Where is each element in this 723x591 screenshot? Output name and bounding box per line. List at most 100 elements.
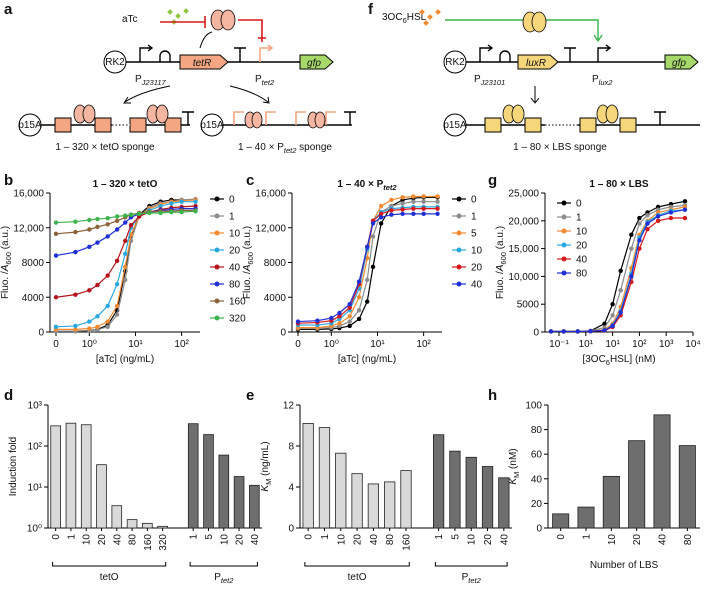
data-point: [347, 319, 352, 324]
diagram-f: f 3OC6HSL RK2 luxR gfp PJ23101 Plux2 p15…: [368, 1, 700, 153]
legend-label: 1: [229, 212, 235, 223]
legend-marker: [456, 196, 462, 202]
bar: [577, 506, 595, 529]
data-point: [158, 203, 163, 209]
series-line: [297, 213, 438, 323]
group-bracket: [304, 562, 410, 567]
data-point: [114, 227, 120, 232]
data-point: [400, 207, 405, 212]
sponge-label: 1 – 80 × LBS sponge: [513, 142, 607, 153]
series-line: [298, 196, 438, 330]
text-segment: tet2: [262, 78, 275, 87]
data-point: [561, 329, 566, 334]
data-point: [378, 211, 384, 217]
bar: [96, 464, 107, 529]
data-point: [356, 295, 362, 300]
legend-label: 160: [229, 297, 246, 308]
arrow: [229, 85, 270, 104]
plasmid: [103, 50, 127, 74]
data-point: [668, 215, 674, 221]
data-point: [655, 218, 661, 223]
data-point: [87, 217, 92, 223]
y-tick-label: 80: [531, 425, 543, 436]
y-tick-label: 5000: [517, 300, 540, 311]
data-point: [87, 227, 92, 232]
legend-marker: [214, 213, 220, 219]
data-point: [123, 264, 128, 270]
panel-letter: d: [4, 387, 13, 404]
x-tick-label: 10⁰: [324, 339, 339, 350]
series-line: [550, 206, 686, 333]
data-point: [329, 315, 334, 321]
x-axis-label: [aTc] (ng/mL): [338, 354, 396, 365]
data-point: [370, 234, 376, 239]
data-point: [179, 209, 184, 215]
bar: [218, 454, 230, 529]
x-tick-label: 10: [219, 534, 230, 546]
data-point: [136, 211, 142, 217]
x-tick-label: 20: [632, 534, 643, 546]
panel-letter: g: [488, 172, 497, 189]
data-point: [169, 209, 174, 215]
plasmid-label: p15A: [443, 120, 467, 131]
data-point: [87, 319, 92, 324]
data-point: [637, 238, 642, 243]
data-point: [435, 211, 440, 217]
data-point: [682, 199, 688, 204]
reporter: [299, 54, 334, 70]
legend-label: 1: [471, 212, 477, 223]
data-point: [378, 215, 384, 220]
x-tick-label: 10: [336, 534, 347, 546]
bar: [142, 522, 153, 529]
inhibition: [160, 16, 206, 28]
y-tick-label: 15,000: [508, 244, 539, 255]
panel-letter: e: [246, 387, 254, 404]
data-point: [105, 303, 110, 309]
bar: [432, 434, 445, 529]
reporter-label: gfp: [672, 58, 686, 69]
legend-label: 10: [229, 229, 241, 240]
repression: [238, 19, 266, 42]
data-point: [618, 268, 623, 274]
data-point: [337, 314, 342, 319]
legend-marker: [561, 228, 567, 234]
x-tick-label: 80: [385, 534, 396, 546]
y-tick-label: 10²: [28, 442, 43, 453]
chart-title: 1 – 320 × tetO: [93, 179, 158, 190]
y-tick-label: 10,000: [508, 272, 539, 283]
data-point: [87, 244, 92, 250]
data-point: [575, 329, 580, 334]
data-point: [123, 220, 128, 225]
data-point: [95, 240, 100, 245]
text-segment: tet2: [468, 576, 481, 585]
group-label: tetO: [100, 572, 119, 583]
bar: [249, 484, 260, 529]
gene-label: tetR: [193, 58, 211, 69]
data-point: [53, 295, 59, 300]
text-segment: tet2: [383, 183, 397, 192]
legend-marker: [214, 281, 220, 287]
data-point: [95, 216, 100, 222]
data-point: [629, 232, 634, 237]
x-axis-label: Number of LBS: [590, 560, 659, 571]
legend-label: 40: [229, 263, 241, 274]
panel-letter: f: [368, 1, 374, 18]
data-point: [378, 203, 384, 209]
series-line: [298, 206, 438, 326]
y-tick-label: 12,000: [13, 223, 44, 234]
x-tick-label: 40: [369, 534, 380, 546]
panel-letter: b: [4, 172, 13, 189]
bar: [126, 519, 138, 529]
x-tick-label: 5: [204, 534, 215, 540]
legend-marker: [561, 214, 567, 220]
data-point: [53, 220, 59, 225]
text-segment: J23117: [141, 78, 167, 87]
legend-marker: [561, 270, 567, 276]
rbs: [159, 50, 171, 62]
promoter: [139, 44, 154, 62]
x-tick-label: 0: [556, 534, 567, 540]
data-point: [295, 319, 301, 324]
plasmid-label: p15A: [18, 120, 42, 131]
x-tick-label: 1: [582, 534, 593, 540]
x-tick-label: 160: [402, 534, 413, 551]
